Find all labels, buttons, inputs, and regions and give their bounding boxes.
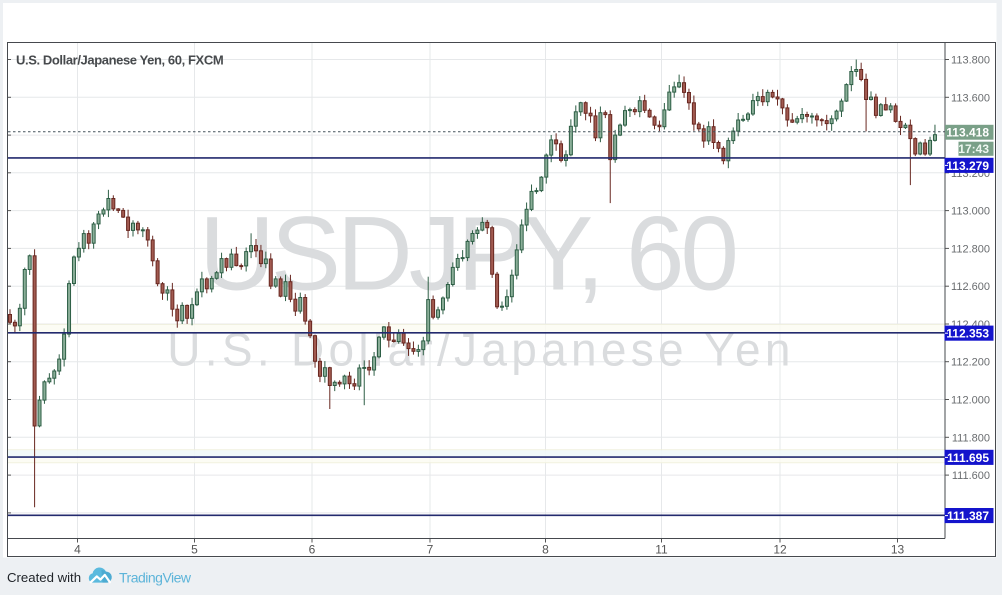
svg-text:TradingView: TradingView [119,570,192,586]
svg-text:112.600: 112.600 [951,281,990,293]
svg-text:113.000: 113.000 [951,206,990,218]
svg-text:112.000: 112.000 [951,395,990,407]
svg-text:U.S. Dollar/Japanese Yen, 60,: U.S. Dollar/Japanese Yen, 60, FXCM [16,53,223,68]
svg-text:7: 7 [427,543,434,557]
svg-text:111.600: 111.600 [952,470,990,482]
svg-text:113.418: 113.418 [946,126,989,140]
svg-text:6: 6 [309,543,316,557]
svg-text:Created with: Created with [7,570,81,585]
svg-text:5: 5 [191,543,198,557]
svg-text:113.600: 113.600 [951,92,990,104]
svg-text:113.800: 113.800 [951,55,990,67]
svg-text:8: 8 [542,543,549,557]
svg-text:111.800: 111.800 [952,432,990,444]
svg-text:112.200: 112.200 [951,357,990,369]
svg-text:112.353: 112.353 [946,327,989,341]
svg-text:12: 12 [773,543,787,557]
svg-text:111.387: 111.387 [947,509,989,523]
svg-text:112.800: 112.800 [951,243,990,255]
svg-text:11: 11 [655,543,668,557]
svg-text:17:43: 17:43 [958,142,989,156]
svg-text:4: 4 [74,543,81,557]
svg-text:13: 13 [891,543,905,557]
svg-text:111.695: 111.695 [947,451,989,465]
svg-text:113.279: 113.279 [946,159,989,173]
